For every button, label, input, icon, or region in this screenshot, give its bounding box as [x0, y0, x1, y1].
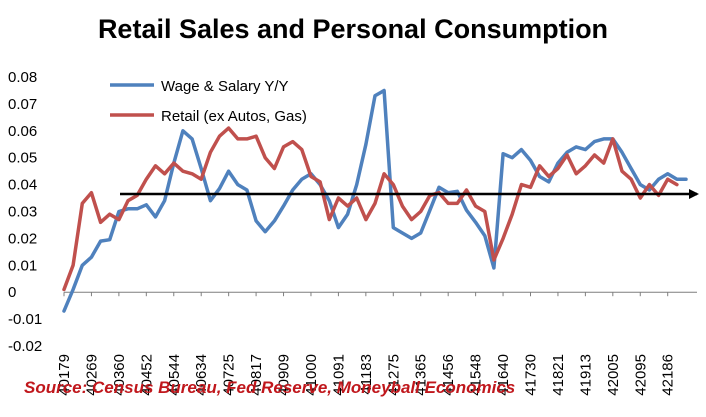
source-note: Source: Census Bureau, Fed Reserve, Mone…	[24, 378, 516, 397]
y-tick-label: 0.08	[8, 69, 37, 86]
x-tick-label: 40179	[56, 354, 73, 396]
x-tick-label: 40725	[221, 354, 238, 396]
x-tick-label: 41913	[577, 354, 594, 396]
x-tick-label: 41183	[358, 354, 375, 395]
x-tick-label: 41091	[330, 354, 347, 396]
x-tick-label: 42186	[660, 354, 677, 396]
chart-title: Retail Sales and Personal Consumption	[97, 14, 609, 44]
x-tick-label: 40817	[248, 354, 265, 396]
x-tick-label: 41000	[303, 354, 320, 396]
x-tick-label: 40360	[111, 354, 128, 396]
x-tick-label: 40634	[193, 354, 210, 396]
series-group	[62, 88, 699, 313]
x-tick-label: 41275	[385, 354, 402, 396]
y-tick-label: 0.07	[8, 96, 37, 113]
legend: Wage & Salary Y/Y Retail (ex Autos, Gas)	[110, 78, 307, 125]
x-tick-label: 40909	[276, 354, 293, 396]
x-tick-label: 42005	[605, 354, 622, 396]
x-tick-label: 40544	[166, 354, 183, 396]
y-tick-label: -0.01	[8, 311, 42, 328]
x-tick-label: 42095	[632, 354, 649, 396]
y-tick-label: -0.02	[8, 338, 42, 355]
series-line-wage-salary	[62, 88, 688, 313]
x-tick-label: 41548	[468, 354, 485, 396]
y-tick-label: 0.05	[8, 150, 37, 167]
y-tick-label: 0.06	[8, 123, 37, 140]
series-line-retail	[62, 126, 679, 292]
legend-label: Wage & Salary Y/Y	[161, 78, 289, 95]
y-tick-label: 0.02	[8, 230, 37, 247]
x-tick-label: 41821	[550, 354, 567, 396]
y-tick-label: 0	[8, 284, 16, 301]
legend-label: Retail (ex Autos, Gas)	[161, 108, 307, 125]
x-tick-label: 41365	[413, 354, 430, 396]
x-tick-label: 40452	[138, 354, 155, 396]
axes-group: 0.08 0.07 0.06 0.05 0.04 0.03 0.02 0.01 0 -0.01 -0…	[8, 69, 697, 396]
y-tick-label: 0.03	[8, 204, 37, 221]
x-tick-label: 41640	[495, 354, 512, 396]
y-tick-label: 0.04	[8, 177, 37, 194]
x-tick-label: 41456	[440, 354, 457, 396]
y-tick-label: 0.01	[8, 257, 37, 274]
x-tick-label: 40269	[83, 354, 100, 396]
x-tick-label: 41730	[523, 354, 540, 396]
